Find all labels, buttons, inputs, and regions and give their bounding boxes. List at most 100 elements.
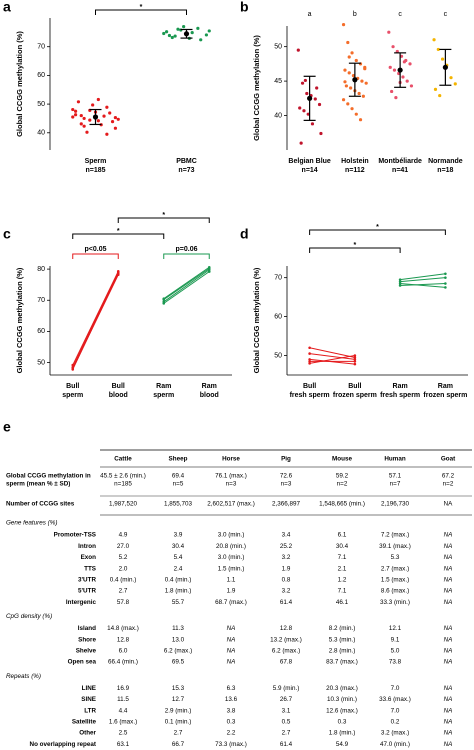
cell: 13.0	[172, 636, 185, 643]
point	[453, 82, 457, 86]
line	[309, 358, 355, 365]
point	[73, 109, 78, 113]
cell: 1.5 (max.)	[381, 576, 409, 583]
cell: 30.4	[336, 543, 349, 550]
cell: n=3	[281, 481, 292, 488]
row-label: 5'UTR	[78, 588, 96, 595]
point	[344, 84, 348, 88]
point	[409, 84, 414, 88]
x-tick-label: fresh sperm	[290, 392, 330, 399]
point	[397, 71, 401, 76]
cell: NA	[227, 636, 236, 643]
point	[113, 126, 118, 130]
point	[82, 124, 86, 128]
x-tick-label: Ram	[393, 383, 408, 390]
cell: 0.8	[282, 576, 291, 583]
cell: NA	[444, 636, 453, 643]
cell: 2.7	[174, 730, 183, 737]
cell: NA	[444, 625, 453, 632]
point	[353, 354, 357, 357]
cell: 0.4 (min.)	[165, 576, 192, 583]
point	[354, 112, 358, 116]
cell: 0.3	[227, 718, 236, 725]
cell: 2.7	[119, 588, 128, 595]
row-label: LINE	[82, 685, 96, 692]
point	[353, 356, 357, 359]
x-tick-label: n=73	[178, 167, 194, 174]
point	[347, 71, 351, 75]
cell: 47.0 (min.)	[380, 741, 410, 748]
panel-letter: c	[3, 226, 11, 242]
point	[399, 54, 404, 58]
line	[400, 283, 446, 286]
x-tick-label: Bull	[303, 383, 316, 390]
cell: 16.9	[117, 685, 130, 692]
point	[199, 38, 203, 42]
point	[433, 87, 438, 91]
column-header: Human	[384, 456, 405, 463]
point	[79, 113, 83, 118]
cell: 76.1 (max.)	[215, 473, 247, 480]
cell: 6.0	[119, 647, 128, 654]
x-tick-label: n=14	[302, 167, 318, 174]
point	[110, 119, 115, 124]
cell: 12.6 (max.)	[326, 707, 358, 714]
cell: 57.8	[117, 599, 130, 606]
column-header: Horse	[222, 456, 240, 463]
point	[162, 298, 166, 301]
cell: 4.4	[119, 707, 128, 714]
point	[444, 282, 447, 285]
cell: 63.1	[117, 741, 130, 748]
point	[85, 130, 89, 134]
cell: 1.2	[338, 576, 347, 583]
y-axis-label: Global CCGG methylation (%)	[252, 267, 261, 373]
point	[357, 91, 361, 96]
point	[76, 100, 81, 104]
point	[319, 131, 323, 136]
mean-point	[183, 31, 190, 37]
y-tick-label: 60	[274, 313, 282, 320]
point	[204, 33, 209, 37]
point	[444, 276, 447, 279]
point	[105, 105, 109, 109]
x-tick-label: Sperm	[85, 158, 107, 165]
cell: 1,855,703	[164, 501, 193, 508]
cell: 45.5 ± 2.6 (min.)	[100, 473, 146, 480]
cell: 11.5	[117, 696, 129, 703]
row-label: Shore	[78, 636, 96, 643]
cell: 9.1	[391, 636, 400, 643]
y-tick-label: 60	[37, 328, 45, 335]
y-tick-label: 80	[37, 266, 45, 273]
cell: 2.7 (max.)	[381, 565, 409, 572]
cell: 5.4	[174, 554, 183, 561]
point	[390, 89, 394, 94]
point	[303, 78, 307, 83]
cell: 7.0	[391, 685, 400, 692]
point	[88, 118, 92, 122]
row-label: Shelve	[76, 647, 97, 654]
point	[398, 278, 402, 281]
cell: 1.8 (min.)	[329, 730, 356, 737]
column-header: Sheep	[169, 456, 188, 463]
point	[164, 30, 169, 34]
cell: 3.9	[174, 532, 183, 539]
point	[402, 60, 406, 64]
significance-label: *	[117, 228, 120, 235]
cell: 13.6	[225, 696, 238, 703]
cell: 6.3	[227, 685, 236, 692]
point	[308, 346, 311, 350]
point	[71, 115, 75, 119]
x-tick-label: Montbéliarde	[378, 158, 422, 165]
point	[102, 114, 106, 118]
row-label: Promoter-TSS	[54, 532, 96, 539]
cell: NA	[227, 647, 236, 654]
point	[343, 80, 347, 84]
cell: 0.5	[282, 718, 291, 725]
cell: 67.2	[442, 473, 455, 480]
line	[163, 268, 210, 301]
cell: 0.2	[391, 718, 400, 725]
point	[313, 97, 317, 101]
point	[353, 360, 357, 363]
x-tick-label: frozen sperm	[423, 392, 467, 399]
